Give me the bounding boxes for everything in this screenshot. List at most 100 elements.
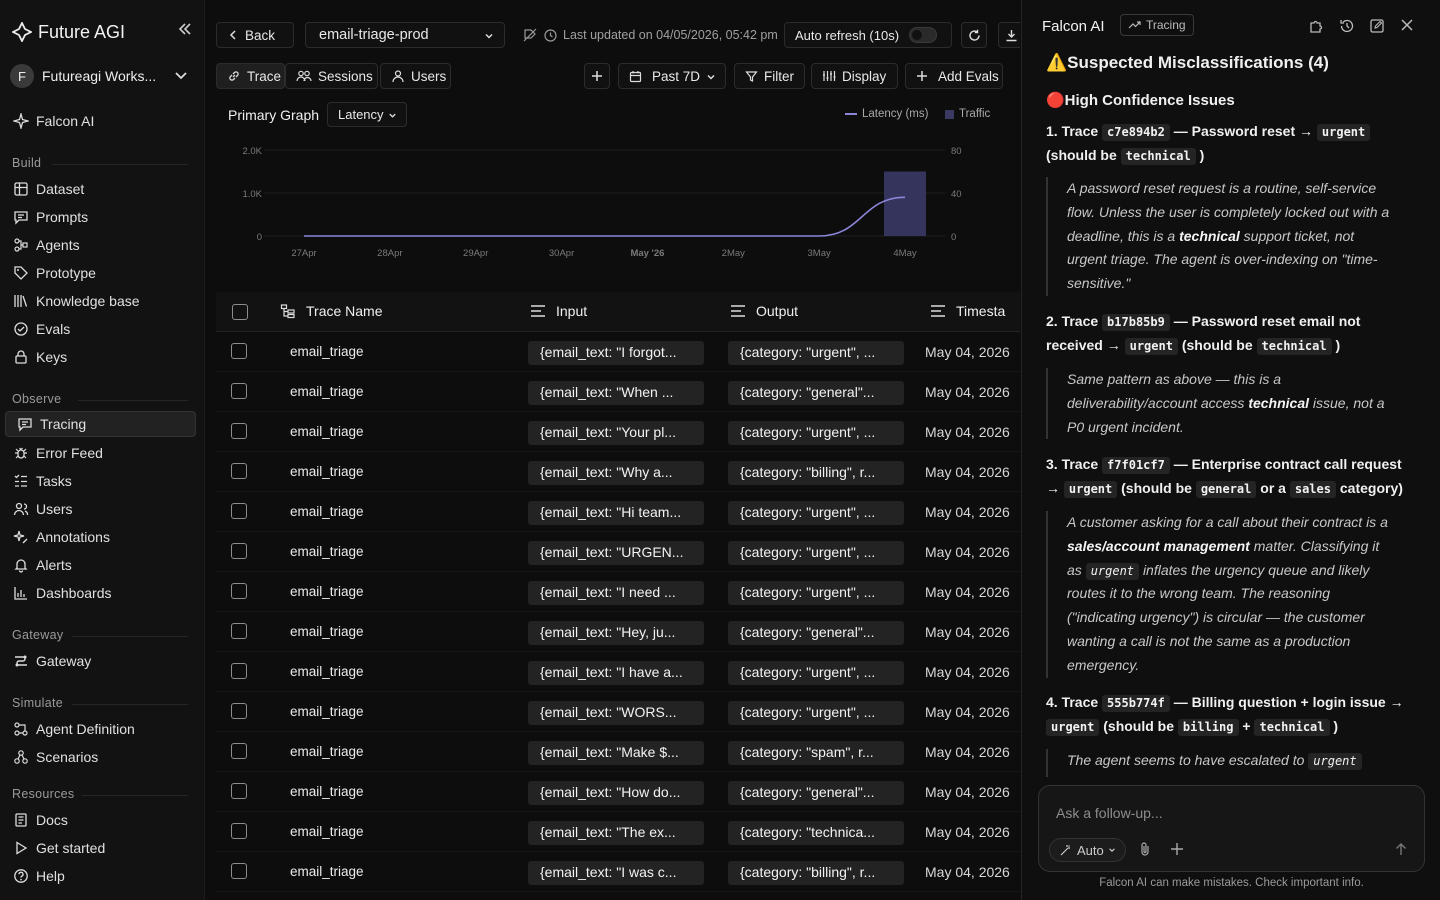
- table-row[interactable]: email_triage {email_text: "When ... {categ…: [216, 372, 1020, 412]
- output-cell[interactable]: {category: "billing", r...: [728, 861, 904, 885]
- sidebar-item-users[interactable]: Users: [12, 496, 196, 522]
- trace-id[interactable]: b17b85b9: [1102, 314, 1170, 331]
- output-cell[interactable]: {category: "urgent", ...: [728, 421, 904, 445]
- output-cell[interactable]: {category: "billing", r...: [728, 461, 904, 485]
- download-button[interactable]: [998, 22, 1020, 48]
- row-checkbox[interactable]: [231, 863, 247, 879]
- input-cell[interactable]: {email_text: "Your pl...: [528, 421, 704, 445]
- input-cell[interactable]: {email_text: "Hey, ju...: [528, 621, 704, 645]
- sidebar-item-knowledge-base[interactable]: Knowledge base: [12, 288, 196, 314]
- row-checkbox[interactable]: [231, 423, 247, 439]
- trace-id[interactable]: f7f01cf7: [1102, 457, 1170, 474]
- display-button[interactable]: Display: [811, 63, 898, 89]
- column-header-input[interactable]: Input: [530, 303, 587, 319]
- table-row[interactable]: email_triage {email_text: "WORS... {catego…: [216, 692, 1020, 732]
- sidebar-item-agents[interactable]: Agents: [12, 232, 196, 258]
- input-cell[interactable]: {email_text: "Hi team...: [528, 501, 704, 525]
- send-arrow-icon[interactable]: [1394, 842, 1408, 856]
- graph-metric-select[interactable]: Latency: [327, 102, 407, 127]
- table-row[interactable]: email_triage {email_text: "I forgot... {ca…: [216, 332, 1020, 372]
- follow-up-input[interactable]: Ask a follow-up...: [1056, 805, 1163, 821]
- row-checkbox[interactable]: [231, 583, 247, 599]
- table-row[interactable]: email_triage {email_text: "Hi team... {cat…: [216, 492, 1020, 532]
- output-cell[interactable]: {category: "urgent", ...: [728, 541, 904, 565]
- output-cell[interactable]: {category: "general"...: [728, 381, 904, 405]
- tab-trace[interactable]: Trace: [216, 63, 285, 89]
- output-cell[interactable]: {category: "general"...: [728, 621, 904, 645]
- plus-icon[interactable]: [1170, 842, 1184, 856]
- table-row[interactable]: email_triage {email_text: "I have a... {ca…: [216, 652, 1020, 692]
- project-select[interactable]: email-triage-prod: [305, 22, 505, 48]
- output-cell[interactable]: {category: "urgent", ...: [728, 581, 904, 605]
- row-checkbox[interactable]: [231, 383, 247, 399]
- sidebar-item-evals[interactable]: Evals: [12, 316, 196, 342]
- sidebar-item-gateway[interactable]: Gateway: [12, 648, 196, 674]
- sidebar-item-docs[interactable]: Docs: [12, 807, 196, 833]
- row-checkbox[interactable]: [231, 703, 247, 719]
- select-all-checkbox[interactable]: [232, 304, 248, 320]
- column-header-output[interactable]: Output: [730, 303, 798, 319]
- sidebar-item-dashboards[interactable]: Dashboards: [12, 580, 196, 606]
- column-header-trace-name[interactable]: Trace Name: [280, 303, 383, 319]
- input-cell[interactable]: {email_text: "I forgot...: [528, 341, 704, 365]
- output-cell[interactable]: {category: "spam", r...: [728, 741, 904, 765]
- mode-select[interactable]: Auto: [1049, 838, 1126, 862]
- close-icon[interactable]: [1400, 18, 1414, 32]
- sidebar-item-annotations[interactable]: Annotations: [12, 524, 196, 550]
- sidebar-item-error-feed[interactable]: Error Feed: [12, 440, 196, 466]
- output-cell[interactable]: {category: "urgent", ...: [728, 701, 904, 725]
- row-checkbox[interactable]: [231, 663, 247, 679]
- row-checkbox[interactable]: [231, 623, 247, 639]
- table-row[interactable]: email_triage {email_text: "Why a... {categ…: [216, 452, 1020, 492]
- sidebar-item-alerts[interactable]: Alerts: [12, 552, 196, 578]
- table-row[interactable]: email_triage {email_text: "I was c... {cat…: [216, 852, 1020, 892]
- refresh-button[interactable]: [961, 22, 987, 48]
- table-row[interactable]: email_triage {email_text: "Make $... {cate…: [216, 732, 1020, 772]
- table-row[interactable]: email_triage {email_text: "Hey, ju... {cat…: [216, 612, 1020, 652]
- sidebar-item-dataset[interactable]: Dataset: [12, 176, 196, 202]
- new-chat-icon[interactable]: [1369, 18, 1385, 34]
- sidebar-item-prompts[interactable]: Prompts: [12, 204, 196, 230]
- row-checkbox[interactable]: [231, 823, 247, 839]
- tab-users[interactable]: Users: [380, 63, 451, 89]
- row-checkbox[interactable]: [231, 543, 247, 559]
- row-checkbox[interactable]: [231, 743, 247, 759]
- table-row[interactable]: email_triage {email_text: "Your pl... {cat…: [216, 412, 1020, 452]
- history-icon[interactable]: [1339, 18, 1355, 34]
- input-cell[interactable]: {email_text: "WORS...: [528, 701, 704, 725]
- attach-icon[interactable]: [1138, 841, 1152, 857]
- tab-sessions[interactable]: Sessions: [285, 63, 378, 89]
- sidebar-item-tracing[interactable]: Tracing: [5, 411, 196, 437]
- date-range-select[interactable]: Past 7D: [618, 63, 726, 89]
- input-cell[interactable]: {email_text: "The ex...: [528, 821, 704, 845]
- add-button[interactable]: [584, 63, 610, 89]
- sidebar-item-falcon-ai[interactable]: Falcon AI: [12, 108, 196, 134]
- input-cell[interactable]: {email_text: "I need ...: [528, 581, 704, 605]
- puzzle-icon[interactable]: [1308, 18, 1324, 34]
- input-cell[interactable]: {email_text: "Make $...: [528, 741, 704, 765]
- table-row[interactable]: email_triage {email_text: "I need ... {cat…: [216, 572, 1020, 612]
- auto-refresh-toggle[interactable]: Auto refresh (10s): [784, 22, 952, 48]
- input-cell[interactable]: {email_text: "I was c...: [528, 861, 704, 885]
- row-checkbox[interactable]: [231, 463, 247, 479]
- filter-button[interactable]: Filter: [734, 63, 805, 89]
- output-cell[interactable]: {category: "urgent", ...: [728, 341, 904, 365]
- row-checkbox[interactable]: [231, 783, 247, 799]
- input-cell[interactable]: {email_text: "How do...: [528, 781, 704, 805]
- sidebar-item-tasks[interactable]: Tasks: [12, 468, 196, 494]
- row-checkbox[interactable]: [231, 503, 247, 519]
- collapse-sidebar-icon[interactable]: [178, 22, 192, 36]
- input-cell[interactable]: {email_text: "When ...: [528, 381, 704, 405]
- table-row[interactable]: email_triage {email_text: "The ex... {cate…: [216, 812, 1020, 852]
- sidebar-item-get-started[interactable]: Get started: [12, 835, 196, 861]
- toggle-switch[interactable]: [909, 27, 938, 43]
- add-evals-button[interactable]: Add Evals: [905, 63, 1003, 89]
- input-cell[interactable]: {email_text: "Why a...: [528, 461, 704, 485]
- input-cell[interactable]: {email_text: "URGEN...: [528, 541, 704, 565]
- row-checkbox[interactable]: [231, 343, 247, 359]
- trace-id[interactable]: 555b774f: [1102, 695, 1170, 712]
- sidebar-item-help[interactable]: Help: [12, 863, 196, 889]
- column-header-timestamp[interactable]: Timesta: [930, 303, 1005, 319]
- table-row[interactable]: email_triage {email_text: "URGEN... {categ…: [216, 532, 1020, 572]
- output-cell[interactable]: {category: "technica...: [728, 821, 904, 845]
